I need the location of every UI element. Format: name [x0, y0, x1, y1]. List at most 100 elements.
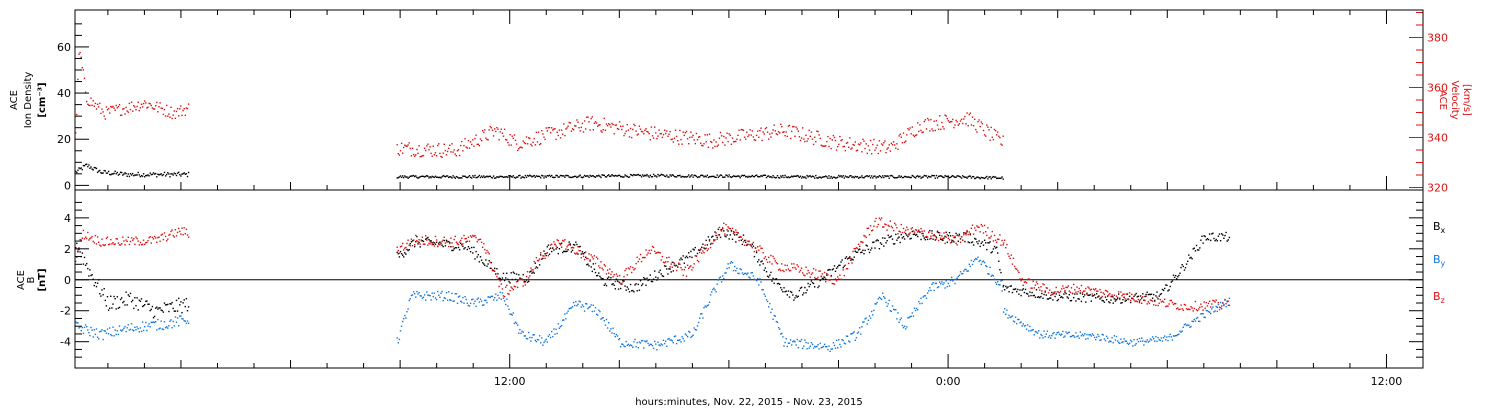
bz-point — [467, 236, 470, 238]
bz-point — [1158, 302, 1160, 304]
velocity-point — [998, 135, 1000, 137]
ion-density-point — [158, 174, 160, 176]
bx-point — [577, 253, 579, 255]
bz-point — [643, 256, 645, 259]
velocity-point — [947, 120, 950, 122]
ion-density-point — [928, 175, 930, 178]
velocity-point — [758, 136, 760, 138]
bz-point — [1214, 301, 1216, 303]
bz-point — [416, 239, 418, 242]
bx-point — [821, 277, 824, 280]
by-point — [634, 338, 636, 341]
bx-point — [719, 236, 722, 239]
velocity-point — [896, 143, 898, 145]
by-point — [166, 326, 168, 328]
bx-point — [979, 245, 981, 248]
by-point — [941, 281, 943, 283]
velocity-point — [799, 139, 802, 142]
by-point — [1098, 335, 1100, 337]
bx-point — [1088, 294, 1090, 297]
by-point — [83, 326, 86, 329]
bx-point — [1172, 274, 1175, 276]
velocity-point — [759, 130, 761, 132]
bx-point — [1018, 293, 1020, 295]
by-point — [570, 307, 573, 309]
by-point — [704, 305, 706, 307]
ion-density-point — [450, 176, 452, 178]
bz-point — [517, 286, 519, 289]
bx-point — [1087, 294, 1089, 296]
bx-point — [411, 240, 414, 242]
bx-point — [1180, 266, 1182, 269]
velocity-point — [981, 123, 984, 125]
bz-point — [890, 225, 893, 228]
by-point — [690, 336, 692, 339]
bx-point — [626, 286, 628, 288]
velocity-point — [76, 113, 78, 116]
bx-point — [911, 230, 913, 233]
by-point — [510, 313, 512, 315]
by-point — [631, 344, 633, 347]
bx-point — [1025, 292, 1028, 295]
ion-density-point — [908, 176, 910, 178]
bx-point — [1154, 299, 1156, 302]
bz-point — [703, 252, 705, 254]
bz-point — [1149, 299, 1152, 301]
bx-point — [1223, 237, 1225, 239]
bz-point — [471, 236, 473, 238]
bx-point — [1019, 289, 1021, 291]
velocity-point — [569, 122, 571, 124]
bx-point — [1092, 295, 1095, 297]
ion-density-point — [770, 176, 772, 178]
velocity-point — [480, 140, 483, 142]
by-point — [763, 293, 765, 295]
velocity-point — [603, 117, 605, 120]
bx-point — [992, 248, 995, 250]
bz-point — [657, 251, 659, 253]
bx-point — [1193, 247, 1195, 249]
bz-point — [685, 275, 688, 277]
by-point — [909, 316, 911, 318]
velocity-point — [915, 134, 918, 136]
ion-density-point — [90, 166, 92, 168]
velocity-point — [666, 130, 668, 132]
bz-point — [443, 236, 445, 238]
velocity-point — [479, 138, 482, 140]
velocity-point — [763, 133, 765, 135]
bz-point — [795, 268, 797, 270]
bx-point — [852, 259, 854, 261]
ion-density-point — [534, 176, 536, 178]
bz-point — [628, 268, 631, 270]
velocity-point — [680, 138, 682, 141]
bx-point — [1156, 291, 1158, 293]
ion-density-point — [512, 175, 514, 177]
bx-point — [879, 242, 882, 244]
velocity-point — [789, 137, 792, 140]
bz-point — [1093, 289, 1096, 291]
ion-density-point — [735, 175, 737, 178]
velocity-point — [461, 140, 463, 143]
by-point — [670, 339, 672, 341]
velocity-point — [585, 128, 587, 130]
ion-density-point — [426, 175, 428, 177]
velocity-point — [673, 137, 676, 139]
ion-density-point — [554, 176, 556, 178]
bx-point — [117, 307, 120, 309]
bx-point — [804, 286, 806, 289]
bz-point — [612, 276, 614, 278]
by-point — [1119, 342, 1121, 344]
by-point — [589, 306, 591, 308]
velocity-point — [170, 106, 172, 108]
bx-point — [943, 237, 945, 239]
velocity-point — [780, 123, 782, 125]
bz-point — [600, 261, 602, 263]
bz-point — [419, 243, 421, 245]
velocity-point — [729, 134, 731, 137]
by-point — [614, 336, 616, 338]
velocity-point — [681, 143, 683, 145]
by-point — [449, 299, 451, 301]
ion-density-point — [722, 176, 724, 178]
bx-point — [917, 235, 919, 238]
bz-point — [1024, 281, 1027, 283]
bx-point — [428, 238, 430, 241]
